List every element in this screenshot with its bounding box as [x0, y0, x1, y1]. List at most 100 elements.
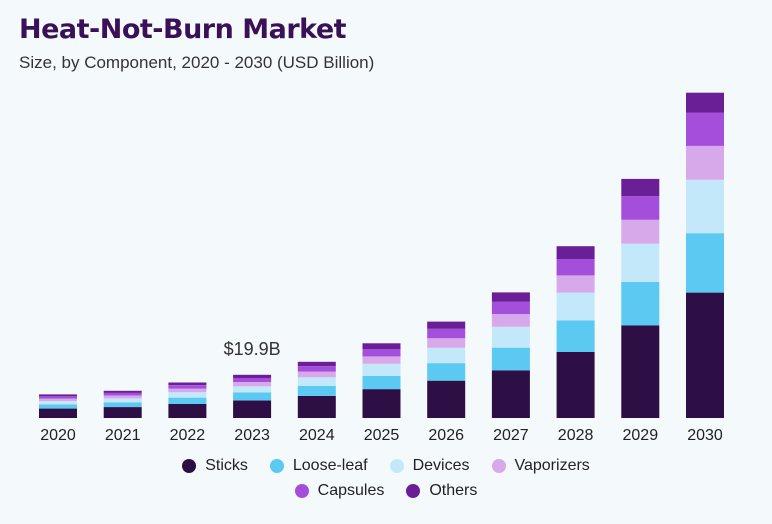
bar-segment-vaporizers-2024 — [297, 371, 336, 378]
stacked-bar-chart: 2020 2021 2022 2023 $19.9B 2024 2025 2026 2027 20… — [39, 92, 724, 444]
bar-segment-capsules-2030 — [686, 112, 724, 146]
bar-segment-devices-2026 — [427, 347, 466, 364]
bar-segment-sticks-2027 — [491, 370, 530, 418]
bar-segment-sticks-2020 — [39, 408, 77, 418]
bar-segment-loose-leaf-2025 — [362, 375, 401, 390]
bar-segment-devices-2022 — [168, 392, 207, 398]
bar-segment-others-2030 — [686, 92, 724, 113]
legend-label-others: Others — [429, 482, 478, 499]
bar-segment-devices-2027 — [491, 326, 530, 348]
bar-segment-vaporizers-2027 — [491, 314, 530, 327]
bar-segment-vaporizers-2025 — [362, 356, 401, 364]
legend-label-sticks: Sticks — [205, 457, 248, 474]
bar-segment-others-2029 — [621, 178, 660, 197]
bar-segment-loose-leaf-2022 — [168, 397, 207, 404]
bar-segment-loose-leaf-2028 — [556, 320, 595, 352]
bar-segment-loose-leaf-2024 — [297, 385, 336, 396]
bar-segment-sticks-2025 — [362, 389, 401, 418]
bar-segment-devices-2030 — [686, 179, 724, 234]
bar-segment-loose-leaf-2023 — [233, 392, 272, 401]
bar-segment-devices-2024 — [297, 377, 336, 386]
x-tick-label-2028: 2028 — [558, 427, 594, 444]
x-tick-label-2026: 2026 — [428, 427, 464, 444]
bar-segment-capsules-2023 — [233, 378, 272, 382]
bar-segment-capsules-2020 — [39, 396, 77, 399]
bar-segment-devices-2028 — [556, 292, 595, 321]
bar-segment-sticks-2024 — [297, 395, 336, 418]
x-tick-label-2023: 2023 — [234, 427, 270, 444]
x-tick-label-2024: 2024 — [299, 427, 335, 444]
bar-segment-others-2024 — [297, 361, 336, 367]
chart-subtitle: Size, by Component, 2020 - 2030 (USD Bil… — [19, 53, 375, 72]
bar-segment-vaporizers-2021 — [103, 395, 142, 399]
bar-segment-loose-leaf-2021 — [103, 402, 142, 407]
chart-title: Heat-Not-Burn Market — [19, 14, 347, 45]
legend-item-sticks: Sticks — [182, 457, 248, 475]
legend-label-capsules: Capsules — [317, 482, 385, 499]
bar-segment-vaporizers-2022 — [168, 388, 207, 393]
bar-segment-capsules-2026 — [427, 328, 466, 339]
legend-swatch-vaporizers — [491, 459, 506, 473]
bar-segment-capsules-2027 — [491, 301, 530, 315]
data-label-2023: $19.9B — [224, 339, 281, 359]
bar-segment-capsules-2022 — [168, 385, 207, 389]
bar-segment-loose-leaf-2029 — [621, 281, 660, 326]
bar-segment-devices-2020 — [39, 401, 77, 405]
legend: Sticks Loose-leaf Devices Vaporizers Cap… — [0, 456, 772, 506]
legend-label-devices: Devices — [412, 457, 470, 474]
legend-item-others: Others — [406, 482, 477, 500]
bar-segment-sticks-2026 — [427, 380, 466, 418]
bar-segment-loose-leaf-2020 — [39, 404, 77, 409]
bar-segment-others-2021 — [103, 390, 142, 393]
bar-segment-vaporizers-2028 — [556, 275, 595, 293]
bar-segment-others-2025 — [362, 343, 401, 349]
bar-segment-capsules-2025 — [362, 349, 401, 357]
x-tick-label-2021: 2021 — [105, 427, 141, 444]
legend-row-2: Capsules Others — [0, 481, 772, 501]
bar-segment-sticks-2023 — [233, 400, 272, 418]
legend-item-devices: Devices — [389, 457, 470, 475]
x-tick-label-2027: 2027 — [493, 427, 529, 444]
bar-segment-sticks-2030 — [686, 292, 724, 418]
bar-segment-capsules-2021 — [103, 392, 142, 396]
bar-segment-others-2028 — [556, 246, 595, 259]
legend-item-capsules: Capsules — [294, 482, 385, 500]
bar-segment-devices-2023 — [233, 386, 272, 393]
bar-segment-sticks-2029 — [621, 325, 660, 418]
bar-segment-vaporizers-2023 — [233, 382, 272, 387]
bar-segment-sticks-2022 — [168, 404, 207, 418]
bar-segment-capsules-2028 — [556, 259, 595, 276]
legend-swatch-sticks — [182, 459, 197, 473]
x-tick-label-2030: 2030 — [687, 427, 723, 444]
legend-label-loose-leaf: Loose-leaf — [292, 457, 368, 474]
legend-swatch-capsules — [294, 484, 309, 498]
bar-segment-loose-leaf-2026 — [427, 363, 466, 381]
bar-segment-others-2022 — [168, 382, 207, 386]
bar-segment-devices-2021 — [103, 398, 142, 403]
bar-segment-sticks-2021 — [103, 407, 142, 418]
x-tick-label-2020: 2020 — [40, 427, 76, 444]
bar-segment-others-2027 — [491, 292, 530, 302]
bar-segment-vaporizers-2020 — [39, 398, 77, 402]
legend-swatch-loose-leaf — [269, 459, 284, 473]
x-tick-label-2025: 2025 — [364, 427, 400, 444]
legend-label-vaporizers: Vaporizers — [514, 457, 590, 474]
legend-item-vaporizers: Vaporizers — [491, 457, 590, 475]
bar-segment-vaporizers-2030 — [686, 145, 724, 180]
bar-segment-capsules-2029 — [621, 196, 660, 220]
legend-swatch-others — [406, 484, 421, 498]
bar-segment-vaporizers-2029 — [621, 219, 660, 244]
bar-segment-devices-2025 — [362, 363, 401, 376]
legend-row-1: Sticks Loose-leaf Devices Vaporizers — [0, 456, 772, 476]
bar-segment-loose-leaf-2030 — [686, 233, 724, 293]
bar-segment-others-2026 — [427, 321, 466, 329]
bar-segment-vaporizers-2026 — [427, 338, 466, 348]
bar-segment-sticks-2028 — [556, 352, 595, 418]
legend-swatch-devices — [389, 459, 404, 473]
bar-segment-devices-2029 — [621, 243, 660, 282]
legend-item-loose-leaf: Loose-leaf — [269, 457, 368, 475]
x-tick-label-2022: 2022 — [170, 427, 206, 444]
bar-segment-capsules-2024 — [297, 366, 336, 372]
bar-segment-others-2020 — [39, 394, 77, 397]
bar-segment-others-2023 — [233, 374, 272, 378]
